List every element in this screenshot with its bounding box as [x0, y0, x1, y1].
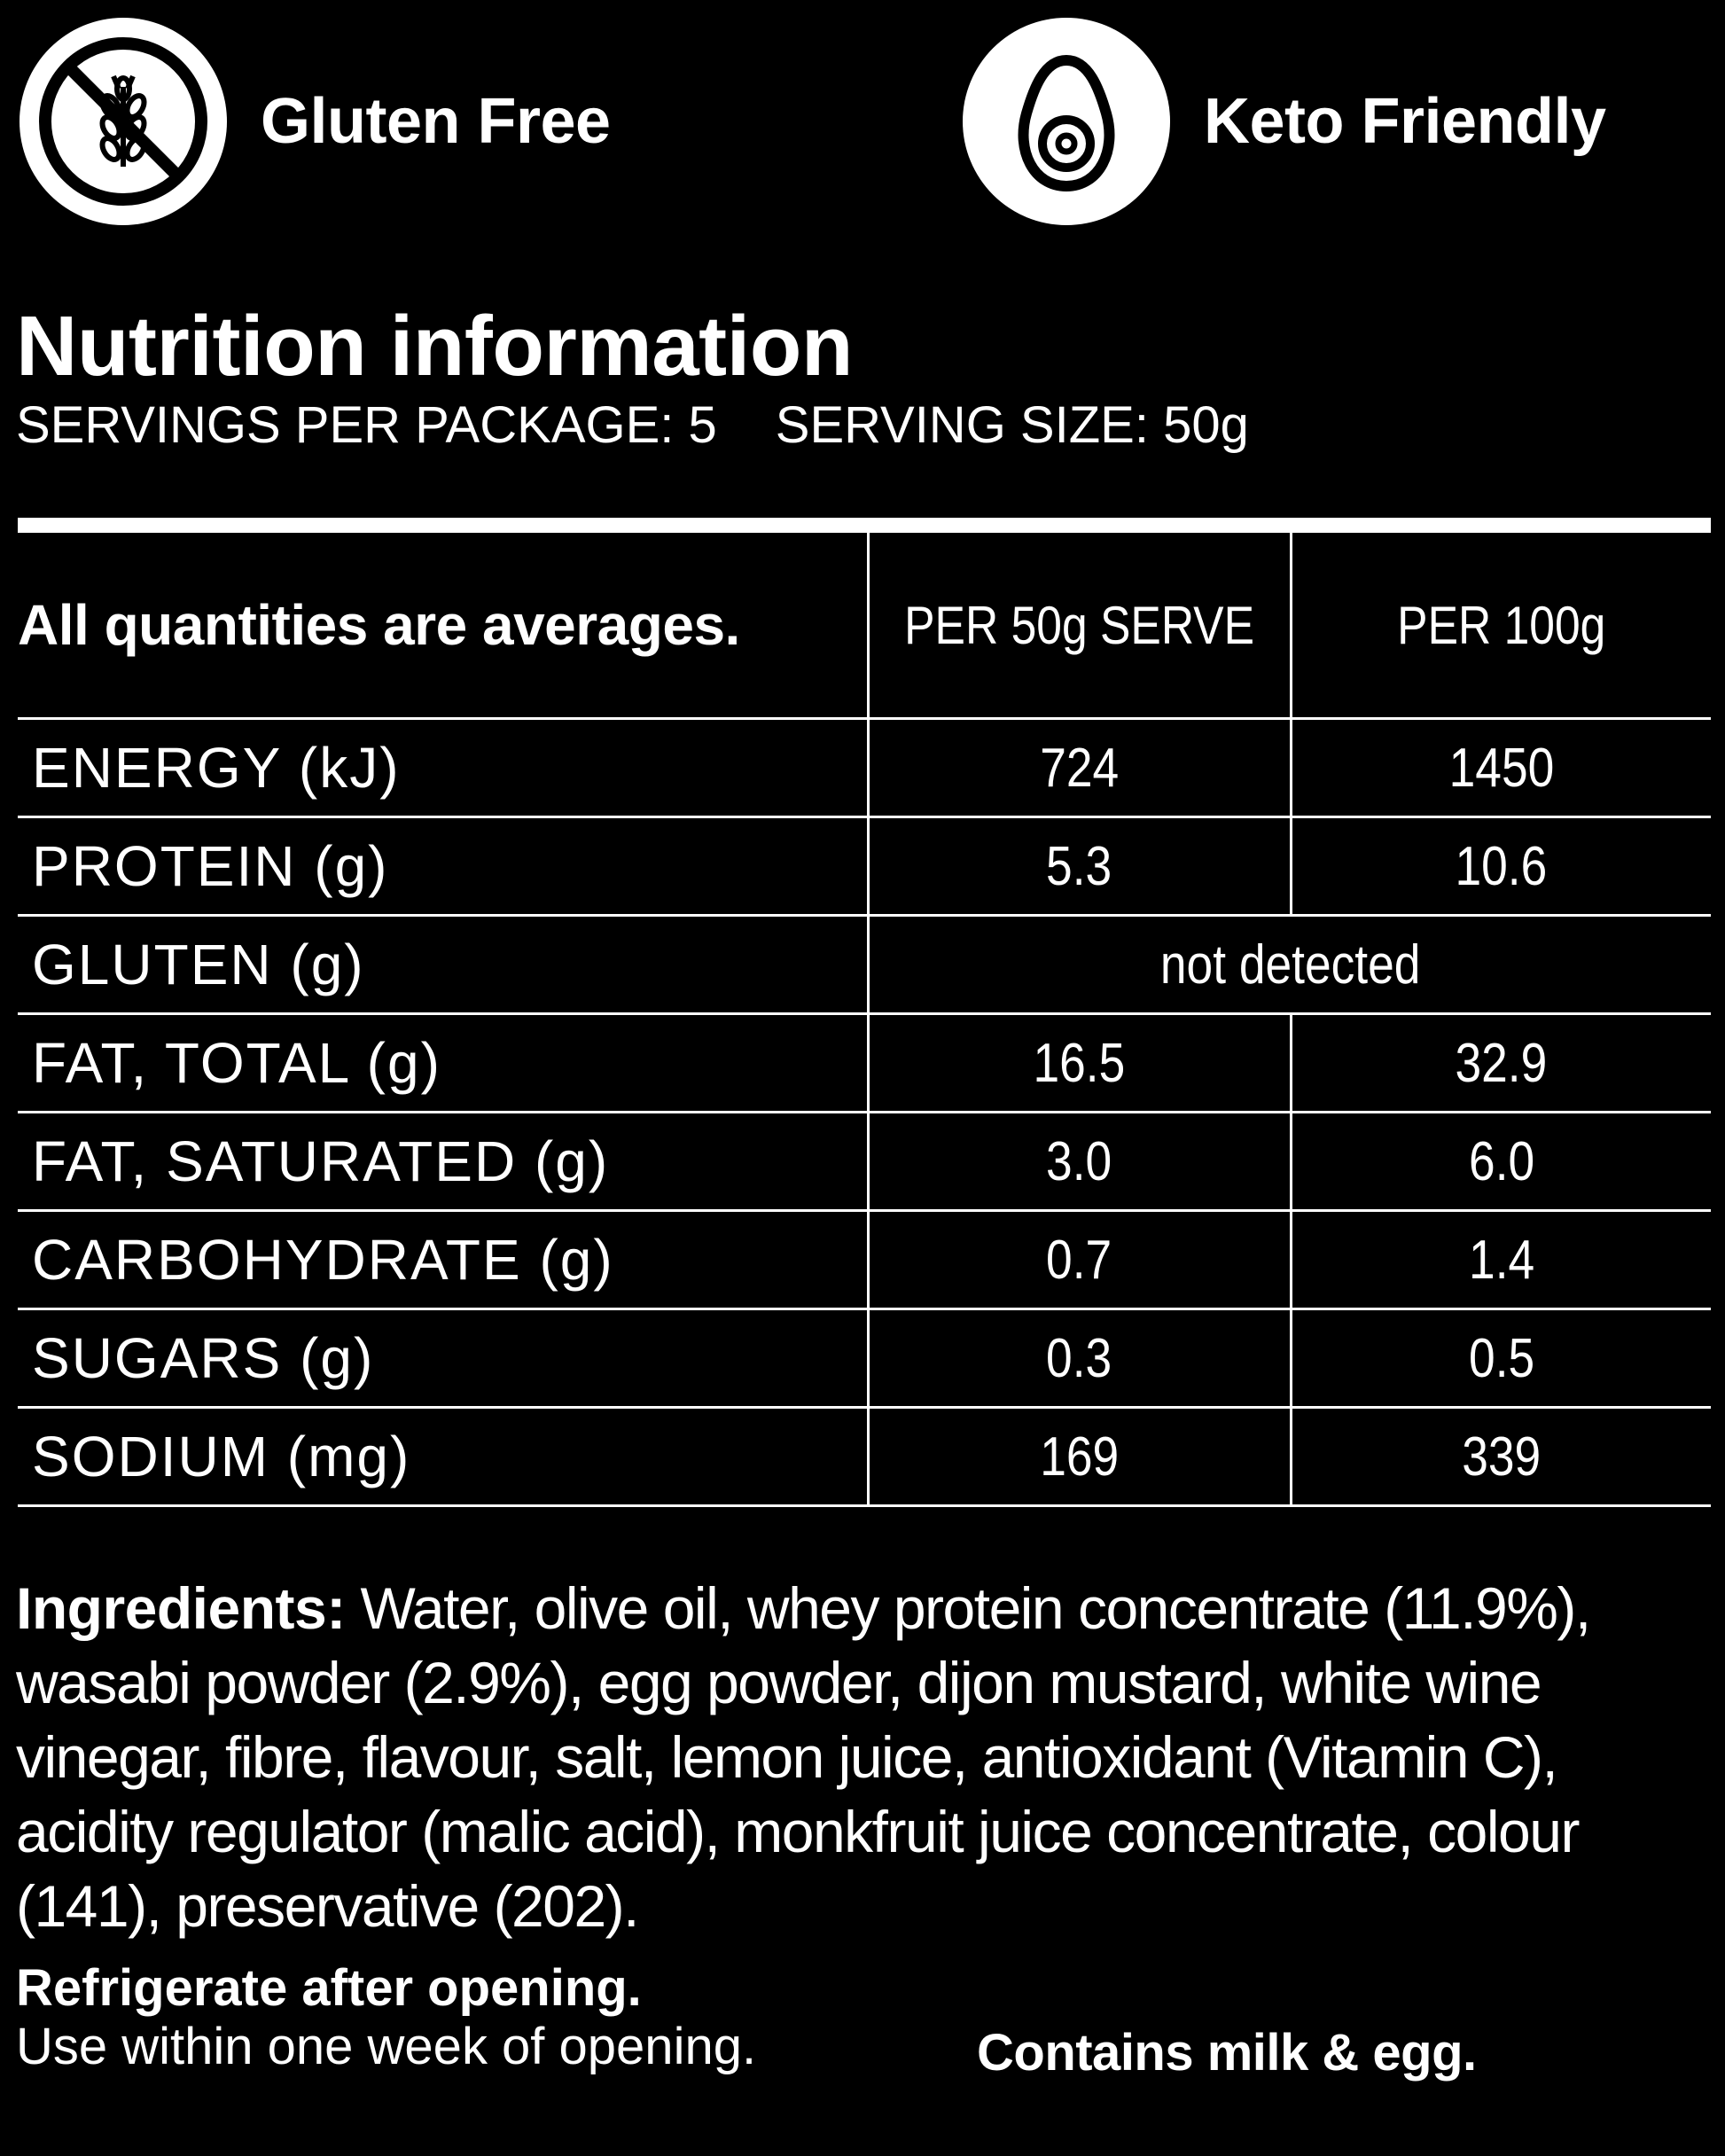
- nutrient-name: GLUTEN (g): [18, 915, 868, 1015]
- column-header-per-serve: PER 50g SERVE: [866, 533, 1291, 720]
- allergen-statement: Contains milk & egg.: [977, 2024, 1477, 2082]
- table-row: CARBOHYDRATE (g) 0.7 1.4: [18, 1210, 1711, 1310]
- nutrient-name: ENERGY (kJ): [18, 718, 868, 818]
- avocado-icon: [963, 18, 1170, 225]
- table-top-rule: [18, 518, 1711, 533]
- table-row: FAT, SATURATED (g) 3.0 6.0: [18, 1112, 1711, 1212]
- table-row: PROTEIN (g) 5.3 10.6: [18, 816, 1711, 917]
- table-row: ENERGY (kJ) 724 1450: [18, 718, 1711, 818]
- keto-friendly-label: Keto Friendly: [1204, 86, 1606, 157]
- value-per-serve: 5.3: [866, 816, 1291, 917]
- keto-friendly-badge: Keto Friendly: [963, 18, 1606, 225]
- gluten-free-badge: Gluten Free: [20, 18, 611, 225]
- storage-line-2: Use within one week of opening.: [16, 2018, 757, 2075]
- nutrient-name: PROTEIN (g): [18, 816, 868, 917]
- nutrient-name: CARBOHYDRATE (g): [18, 1210, 868, 1310]
- no-wheat-icon: [20, 18, 227, 225]
- ingredients-text: Water, olive oil, whey protein concentra…: [16, 1575, 1591, 1939]
- value-per-serve: 3.0: [866, 1112, 1291, 1212]
- nutrient-name: FAT, TOTAL (g): [18, 1013, 868, 1113]
- table-row: GLUTEN (g) not detected: [18, 915, 1711, 1015]
- servings-per-package: SERVINGS PER PACKAGE: 5: [16, 396, 717, 454]
- value-per-serve: 724: [866, 718, 1291, 818]
- nutrition-title: Nutrition information: [16, 299, 854, 394]
- serving-info: SERVINGS PER PACKAGE: 5 SERVING SIZE: 50g: [16, 395, 1249, 455]
- storage-instructions: Refrigerate after opening. Use within on…: [16, 1959, 756, 2076]
- serving-size: SERVING SIZE: 50g: [775, 396, 1249, 454]
- gluten-free-label: Gluten Free: [261, 86, 611, 157]
- nutrient-name: SUGARS (g): [18, 1308, 868, 1409]
- value-per-serve: 16.5: [866, 1013, 1291, 1113]
- value-per-100g: 10.6: [1289, 816, 1711, 917]
- ingredients-paragraph: Ingredients: Water, olive oil, whey prot…: [16, 1571, 1700, 1943]
- value-per-100g: 1.4: [1289, 1210, 1711, 1310]
- table-row: SODIUM (mg) 169 339: [18, 1407, 1711, 1507]
- value-per-100g: 1450: [1289, 718, 1711, 818]
- averages-note: All quantities are averages.: [18, 533, 868, 720]
- value-per-serve: 169: [866, 1407, 1291, 1507]
- nutrient-name: SODIUM (mg): [18, 1407, 868, 1507]
- column-header-per-100g: PER 100g: [1289, 533, 1711, 720]
- table-row: FAT, TOTAL (g) 16.5 32.9: [18, 1013, 1711, 1113]
- value-per-100g: 339: [1289, 1407, 1711, 1507]
- value-per-serve: 0.7: [866, 1210, 1291, 1310]
- table-header-row: All quantities are averages. PER 50g SER…: [18, 533, 1711, 720]
- storage-line-1: Refrigerate after opening.: [16, 1959, 642, 2017]
- ingredients-label: Ingredients:: [16, 1575, 346, 1641]
- value-merged: not detected: [866, 915, 1711, 1015]
- value-per-100g: 0.5: [1289, 1308, 1711, 1409]
- value-per-100g: 6.0: [1289, 1112, 1711, 1212]
- table-row: SUGARS (g) 0.3 0.5: [18, 1308, 1711, 1409]
- nutrition-table: All quantities are averages. PER 50g SER…: [18, 533, 1711, 1507]
- value-per-100g: 32.9: [1289, 1013, 1711, 1113]
- nutrient-name: FAT, SATURATED (g): [18, 1112, 868, 1212]
- value-per-serve: 0.3: [866, 1308, 1291, 1409]
